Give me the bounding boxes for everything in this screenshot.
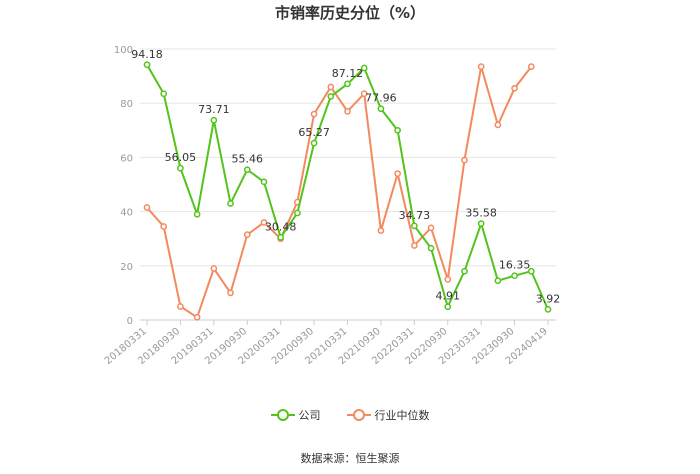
legend-label-industry: 行业中位数 — [374, 409, 430, 422]
data-point-industry — [327, 83, 335, 91]
legend-item-industry[interactable]: 行业中位数 — [346, 407, 430, 423]
legend-item-company[interactable]: 公司 — [270, 407, 321, 423]
data-point-company — [377, 105, 385, 113]
legend-swatch-company — [270, 409, 295, 421]
data-point-industry — [511, 84, 518, 92]
data-point-industry — [477, 63, 485, 70]
data-point-company — [444, 303, 452, 311]
data-point-company — [394, 126, 401, 134]
data-point-company — [294, 209, 301, 217]
data-point-company — [511, 272, 518, 280]
data-label: 4.91 — [436, 290, 461, 303]
source-note: 数据来源：恒生聚源 — [300, 452, 400, 465]
data-point-industry — [461, 156, 468, 164]
data-point-industry — [360, 90, 368, 98]
data-point-company — [494, 277, 502, 285]
data-label: 56.05 — [165, 151, 197, 164]
y-tick-label: 20 — [120, 262, 133, 273]
data-point-industry — [410, 242, 418, 249]
data-point-company — [544, 306, 552, 313]
series-line-industry — [146, 65, 533, 319]
legend: 公司 行业中位数 — [0, 407, 700, 423]
data-point-industry — [227, 289, 234, 297]
data-point-company — [160, 90, 168, 98]
legend-label-company: 公司 — [298, 409, 321, 422]
data-point-industry — [344, 107, 351, 115]
data-point-industry — [527, 63, 535, 70]
data-point-industry — [177, 303, 184, 310]
data-point-industry — [243, 231, 251, 238]
data-point-company — [210, 116, 218, 124]
data-point-industry — [427, 224, 435, 232]
data-point-company — [344, 80, 351, 88]
data-point-company — [193, 210, 201, 218]
data-label: 65.27 — [298, 126, 330, 139]
data-point-industry — [193, 313, 201, 321]
data-label: 73.71 — [198, 103, 230, 116]
data-point-company — [461, 267, 468, 275]
data-label: 87.12 — [332, 67, 364, 80]
data-label: 16.35 — [499, 259, 531, 272]
y-tick-label: 80 — [120, 99, 133, 110]
data-label: 55.46 — [232, 153, 264, 166]
data-point-company — [277, 234, 285, 241]
data-point-company — [427, 244, 435, 252]
y-tick-label: 60 — [120, 153, 133, 164]
data-point-company — [477, 220, 485, 227]
data-point-company — [410, 222, 418, 230]
series-layer — [143, 61, 552, 321]
data-point-company — [327, 93, 335, 100]
data-label: 34.73 — [399, 209, 431, 222]
data-label: 77.96 — [365, 92, 397, 105]
data-point-company — [310, 139, 318, 147]
data-point-industry — [444, 276, 452, 283]
data-label-layer: 94.18 56.05 73.71 55.46 30.48 65.27 87.1277.96… — [131, 48, 560, 306]
data-point-industry — [210, 265, 218, 272]
data-point-company — [243, 166, 251, 174]
data-point-industry — [394, 170, 401, 178]
y-tick-label: 100 — [114, 45, 133, 56]
data-point-company — [260, 178, 268, 186]
data-point-company — [143, 61, 151, 69]
data-point-industry — [260, 219, 268, 226]
data-label: 94.18 — [131, 48, 163, 61]
data-point-industry — [494, 121, 502, 129]
line-chart: 0204060801002018033120180930201903312019… — [103, 45, 560, 367]
y-tick-label: 0 — [127, 316, 133, 327]
data-label: 30.48 — [265, 220, 297, 233]
data-point-company — [360, 64, 368, 72]
data-point-industry — [143, 204, 151, 211]
data-point-company — [527, 267, 535, 275]
data-label: 3.92 — [536, 292, 561, 305]
data-point-company — [227, 200, 234, 207]
data-point-industry — [310, 110, 318, 118]
series-line-company — [146, 64, 549, 310]
y-tick-label: 40 — [120, 208, 133, 219]
data-point-company — [177, 164, 184, 172]
legend-swatch-industry — [346, 409, 371, 421]
data-point-industry — [377, 227, 385, 234]
chart-title: 市销率历史分位（%） — [274, 4, 426, 22]
data-label: 35.58 — [465, 207, 497, 220]
data-point-industry — [160, 223, 168, 230]
